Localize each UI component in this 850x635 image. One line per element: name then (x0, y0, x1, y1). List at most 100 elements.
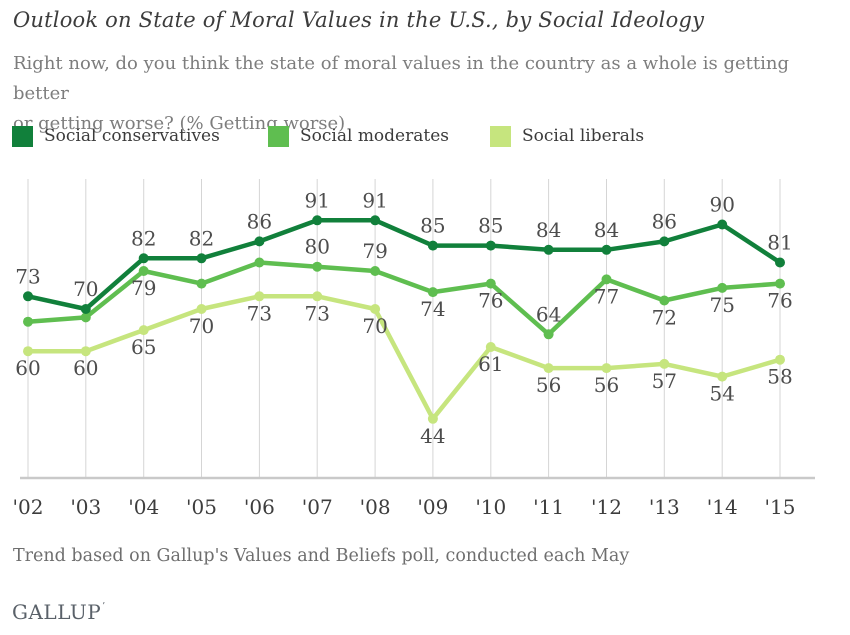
data-point (370, 215, 381, 226)
x-tick-label: '10 (475, 495, 506, 519)
point-label: 81 (767, 231, 792, 255)
data-point (427, 413, 438, 424)
data-point (775, 257, 785, 268)
data-point (196, 304, 207, 314)
legend-item-social-conservatives: Social conservatives (12, 126, 220, 147)
point-label: 86 (247, 209, 272, 233)
point-label: 80 (304, 235, 329, 259)
data-point (80, 304, 91, 314)
x-tick-label: '12 (591, 495, 622, 519)
point-label: 86 (652, 209, 677, 233)
point-label: 91 (304, 188, 329, 212)
point-label: 56 (594, 373, 619, 397)
data-point (254, 291, 265, 302)
gallup-trademark-icon: ’ (102, 602, 106, 612)
x-tick-label: '07 (302, 495, 333, 519)
data-point (80, 346, 91, 357)
point-label: 77 (594, 284, 619, 308)
data-point (427, 240, 438, 251)
data-point (775, 278, 785, 289)
data-point (543, 244, 554, 255)
data-point (543, 329, 554, 340)
point-label: 84 (536, 218, 561, 242)
line-chart: '02 '03 '04 '05 '06 '07 '08 '09 '10 '11 '12 '13 '14 '… (13, 179, 815, 519)
point-label: 84 (594, 218, 619, 242)
point-label: 72 (652, 306, 677, 330)
legend-swatch-moderates-icon (268, 126, 289, 147)
point-label: 60 (15, 356, 40, 380)
data-point (370, 304, 381, 314)
point-label: 58 (767, 365, 792, 389)
data-point (659, 236, 670, 247)
x-tick-label: '02 (13, 495, 44, 519)
point-label: 70 (189, 314, 214, 338)
point-label: 76 (478, 289, 503, 313)
point-label: 73 (247, 301, 272, 325)
point-label: 90 (709, 193, 734, 217)
legend-label-liberals: Social liberals (522, 126, 645, 146)
point-label: 64 (536, 302, 561, 326)
data-point (659, 358, 670, 369)
point-labels-social-liberals: 60 60 65 70 73 73 70 44 61 56 56 57 54 58 (15, 301, 792, 448)
data-point (717, 371, 728, 382)
x-tick-label: '11 (533, 495, 564, 519)
point-label: 73 (304, 301, 329, 325)
legend: Social conservatives Social moderates So… (0, 126, 850, 148)
point-label: 65 (131, 335, 156, 359)
data-point (485, 240, 496, 251)
data-point (23, 291, 33, 302)
series-social-moderates (23, 257, 785, 340)
data-point (485, 342, 496, 352)
data-point (601, 244, 612, 255)
chart-subtitle: Right now, do you think the state of mor… (13, 49, 850, 139)
data-point (196, 278, 207, 289)
point-labels-social-moderates: 79 80 79 74 76 64 77 72 75 76 (131, 235, 793, 330)
data-point (196, 253, 207, 264)
point-label: 75 (709, 293, 734, 317)
legend-item-social-moderates: Social moderates (268, 126, 449, 147)
point-label: 79 (362, 239, 387, 263)
point-label: 74 (420, 297, 445, 321)
data-point (543, 363, 554, 374)
x-tick-label: '15 (765, 495, 796, 519)
data-point (23, 316, 33, 327)
gallup-logo: GALLUP’ (12, 600, 106, 624)
legend-item-social-liberals: Social liberals (490, 126, 644, 147)
data-point (80, 312, 91, 323)
point-label: 61 (478, 352, 503, 376)
data-point (427, 287, 438, 298)
data-point (601, 363, 612, 374)
x-tick-label: '03 (70, 495, 101, 519)
data-point (717, 219, 728, 230)
point-label: 60 (73, 356, 98, 380)
legend-swatch-liberals-icon (490, 126, 511, 147)
point-label: 57 (652, 369, 677, 393)
data-point (254, 236, 265, 247)
point-label: 79 (131, 276, 156, 300)
point-label: 85 (478, 214, 503, 238)
x-tick-label: '13 (649, 495, 680, 519)
data-point (485, 278, 496, 289)
x-tick-label: '09 (417, 495, 448, 519)
data-point (775, 354, 785, 365)
x-axis-tick-labels: '02 '03 '04 '05 '06 '07 '08 '09 '10 '11 '12 '13 '14 '… (13, 495, 796, 519)
data-point (659, 295, 670, 306)
chart-subtitle-line-1: Right now, do you think the state of mor… (13, 53, 789, 104)
x-tick-label: '05 (186, 495, 217, 519)
legend-swatch-conservatives-icon (12, 126, 33, 147)
point-label: 76 (767, 289, 792, 313)
point-label: 54 (709, 382, 734, 406)
data-point (138, 266, 149, 276)
x-tick-label: '14 (707, 495, 738, 519)
x-tick-label: '06 (244, 495, 275, 519)
point-label: 44 (420, 424, 445, 448)
series-social-conservatives (23, 215, 785, 314)
gallup-logo-text: GALLUP (12, 600, 102, 624)
point-label: 56 (536, 373, 561, 397)
data-point (717, 282, 728, 293)
data-point (312, 215, 323, 226)
chart-footnote: Trend based on Gallup's Values and Belie… (13, 546, 630, 566)
point-label: 70 (362, 314, 387, 338)
data-point (254, 257, 265, 268)
point-label: 91 (362, 188, 387, 212)
